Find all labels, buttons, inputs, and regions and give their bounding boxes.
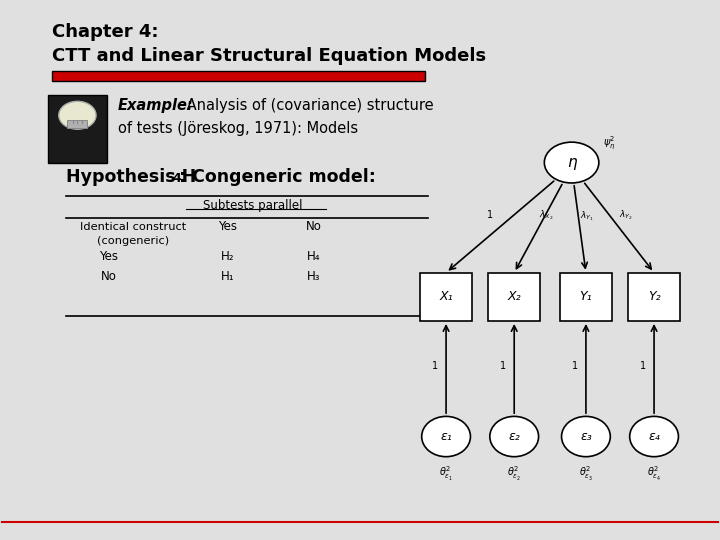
Text: 4: 4	[172, 172, 181, 185]
Text: CTT and Linear Structural Equation Models: CTT and Linear Structural Equation Model…	[52, 47, 486, 65]
Text: No: No	[101, 270, 117, 283]
Text: $\lambda_{Y_2}$: $\lambda_{Y_2}$	[618, 208, 633, 222]
Text: 1: 1	[640, 361, 647, 370]
Text: $\theta^2_{\varepsilon_3}$: $\theta^2_{\varepsilon_3}$	[579, 464, 593, 483]
Text: 1: 1	[500, 361, 506, 370]
Text: H₃: H₃	[307, 270, 320, 283]
FancyBboxPatch shape	[68, 120, 87, 127]
Text: X₂: X₂	[508, 291, 521, 303]
Text: H₄: H₄	[307, 249, 320, 262]
Text: X₁: X₁	[439, 291, 453, 303]
Text: ε₃: ε₃	[580, 430, 592, 443]
Text: H₂: H₂	[220, 249, 234, 262]
Text: Subtests parallel: Subtests parallel	[202, 199, 302, 212]
Text: 1: 1	[487, 210, 493, 220]
Text: 1: 1	[432, 361, 438, 370]
Text: 1: 1	[572, 361, 578, 370]
Text: : Congeneric model:: : Congeneric model:	[179, 168, 376, 186]
Text: $\theta^2_{\varepsilon_2}$: $\theta^2_{\varepsilon_2}$	[507, 464, 521, 483]
FancyBboxPatch shape	[420, 273, 472, 321]
Text: Yes: Yes	[99, 249, 119, 262]
Ellipse shape	[562, 416, 611, 457]
Text: of tests (Jöreskog, 1971): Models: of tests (Jöreskog, 1971): Models	[117, 120, 358, 136]
Text: $\lambda_{Y_1}$: $\lambda_{Y_1}$	[580, 209, 594, 222]
Text: Hypothesis H: Hypothesis H	[66, 168, 196, 186]
Text: Yes: Yes	[218, 219, 237, 233]
Text: Chapter 4:: Chapter 4:	[52, 23, 158, 41]
FancyBboxPatch shape	[559, 273, 612, 321]
Text: Example:: Example:	[117, 98, 194, 113]
Ellipse shape	[490, 416, 539, 457]
Circle shape	[59, 102, 96, 129]
Text: ε₂: ε₂	[508, 430, 520, 443]
Text: ε₁: ε₁	[440, 430, 452, 443]
FancyBboxPatch shape	[488, 273, 541, 321]
Text: Analysis of (covariance) structure: Analysis of (covariance) structure	[182, 98, 433, 113]
FancyBboxPatch shape	[628, 273, 680, 321]
Ellipse shape	[630, 416, 678, 457]
Text: η: η	[567, 155, 577, 170]
Text: $\theta^2_{\varepsilon_1}$: $\theta^2_{\varepsilon_1}$	[439, 464, 453, 483]
FancyBboxPatch shape	[48, 96, 107, 163]
FancyBboxPatch shape	[52, 71, 425, 81]
Text: H₁: H₁	[220, 270, 234, 283]
Text: Identical construct: Identical construct	[79, 222, 186, 232]
Text: (congeneric): (congeneric)	[96, 236, 168, 246]
Text: ε₄: ε₄	[648, 430, 660, 443]
Text: No: No	[305, 219, 321, 233]
Text: $\theta^2_{\varepsilon_4}$: $\theta^2_{\varepsilon_4}$	[647, 464, 661, 483]
Text: $\psi^2_\eta$: $\psi^2_\eta$	[603, 134, 616, 152]
Text: Y₁: Y₁	[580, 291, 593, 303]
Text: Y₂: Y₂	[648, 291, 660, 303]
Ellipse shape	[422, 416, 470, 457]
Circle shape	[544, 142, 599, 183]
Text: $\lambda_{X_2}$: $\lambda_{X_2}$	[539, 208, 553, 222]
